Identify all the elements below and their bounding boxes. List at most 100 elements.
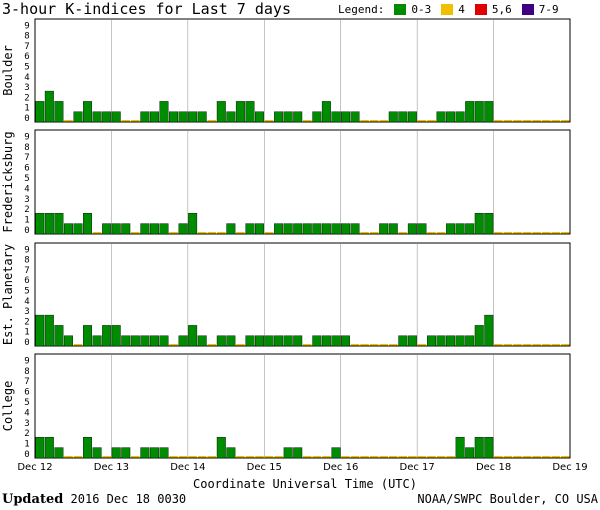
baseline-tick (398, 232, 408, 234)
baseline-tick (207, 232, 217, 234)
k-index-bar (341, 223, 350, 235)
baseline-tick (131, 232, 140, 234)
k-index-bar (226, 447, 236, 459)
k-index-bar (73, 223, 83, 235)
k-index-bar (83, 437, 93, 459)
panel-label: Fredericksburg (1, 131, 15, 232)
k-index-bar (398, 335, 408, 347)
x-axis-label: Coordinate Universal Time (UTC) (193, 477, 417, 491)
k-index-bar (293, 223, 303, 235)
baseline-tick (427, 120, 436, 122)
k-index-bar (245, 335, 255, 347)
baseline-tick (369, 232, 379, 234)
baseline-tick (264, 456, 274, 458)
baseline-tick (369, 120, 379, 122)
legend-swatch-5-6 (474, 4, 487, 15)
k-index-bar (102, 325, 112, 347)
baseline-tick (92, 232, 102, 234)
legend: Legend: 0-3 4 5,6 7-9 (338, 3, 559, 16)
k-index-bar (446, 335, 456, 347)
y-tick-label: 5 (24, 287, 29, 297)
baseline-tick (541, 232, 551, 234)
k-index-bar (35, 101, 45, 123)
y-tick-label: 0 (24, 226, 29, 236)
k-index-bar (159, 223, 169, 235)
k-index-bar (484, 437, 494, 459)
k-index-bar (274, 335, 284, 347)
baseline-tick (303, 344, 312, 346)
k-index-bar (169, 111, 179, 123)
panel-label: Boulder (1, 45, 15, 96)
baseline-tick (73, 456, 83, 458)
k-index-bar (274, 111, 284, 123)
k-index-bar (331, 335, 341, 347)
legend-item-label: 5,6 (491, 3, 512, 16)
baseline-tick (236, 232, 245, 234)
legend-item-7-9: 7-9 (521, 3, 559, 16)
baseline-tick (360, 120, 369, 122)
updated-stamp: Updated 2016 Dec 18 0030 (2, 492, 186, 507)
baseline-tick (369, 344, 379, 346)
k-index-bar (283, 447, 293, 459)
baseline-tick (360, 456, 369, 458)
baseline-tick (169, 344, 178, 346)
updated-value: 2016 Dec 18 0030 (70, 492, 187, 506)
k-index-bar (92, 335, 102, 347)
k-index-bar (35, 212, 45, 235)
baseline-tick (322, 456, 331, 458)
k-index-bar (331, 111, 341, 123)
k-index-bar (283, 335, 293, 347)
k-index-bar (35, 314, 45, 347)
k-index-bar (216, 437, 226, 459)
k-index-bar (426, 335, 436, 347)
k-index-bar (436, 111, 446, 123)
k-index-bar (331, 447, 341, 459)
k-index-bar (130, 335, 140, 347)
k-index-bar (255, 335, 264, 347)
baseline-tick (379, 344, 388, 346)
baseline-tick (102, 456, 111, 458)
k-index-bar (474, 325, 484, 347)
baseline-tick (341, 456, 350, 458)
legend-swatch-7-9 (521, 4, 534, 15)
k-index-bar (44, 90, 54, 123)
k-index-bar (245, 101, 255, 123)
k-index-bar (465, 335, 475, 347)
y-tick-label: 0 (24, 450, 29, 460)
k-index-bar (149, 111, 159, 123)
y-tick-label: 8 (24, 32, 29, 42)
k-index-bar (92, 447, 102, 459)
k-index-bar (331, 223, 341, 235)
y-tick-label: 6 (24, 52, 29, 62)
y-tick-label: 6 (24, 276, 29, 286)
k-index-bar (149, 335, 159, 347)
baseline-tick (379, 456, 388, 458)
k-index-bar (44, 437, 54, 459)
y-tick-label: 0 (24, 338, 29, 348)
baseline-tick (532, 344, 541, 346)
y-tick-label: 9 (24, 21, 29, 31)
k-index-bar (350, 111, 360, 123)
baseline-tick (513, 456, 522, 458)
k-index-bar (216, 101, 226, 123)
baseline-tick (178, 456, 188, 458)
baseline-tick (560, 232, 570, 234)
y-tick-label: 4 (24, 184, 29, 194)
y-tick-label: 0 (24, 114, 29, 124)
k-index-bar (44, 314, 54, 347)
k-index-bar (54, 212, 64, 235)
baseline-tick (560, 344, 570, 346)
baseline-tick (436, 232, 446, 234)
baseline-tick (131, 456, 140, 458)
k-index-bar (302, 223, 312, 235)
k-index-bar (216, 335, 226, 347)
k-index-bar (379, 223, 389, 235)
baseline-tick (236, 456, 245, 458)
k-index-bar (293, 111, 303, 123)
baseline-tick (551, 344, 560, 346)
x-tick-label: Dec 16 (323, 462, 358, 473)
y-tick-label: 6 (24, 164, 29, 174)
y-tick-label: 1 (24, 216, 29, 226)
baseline-tick (541, 344, 551, 346)
